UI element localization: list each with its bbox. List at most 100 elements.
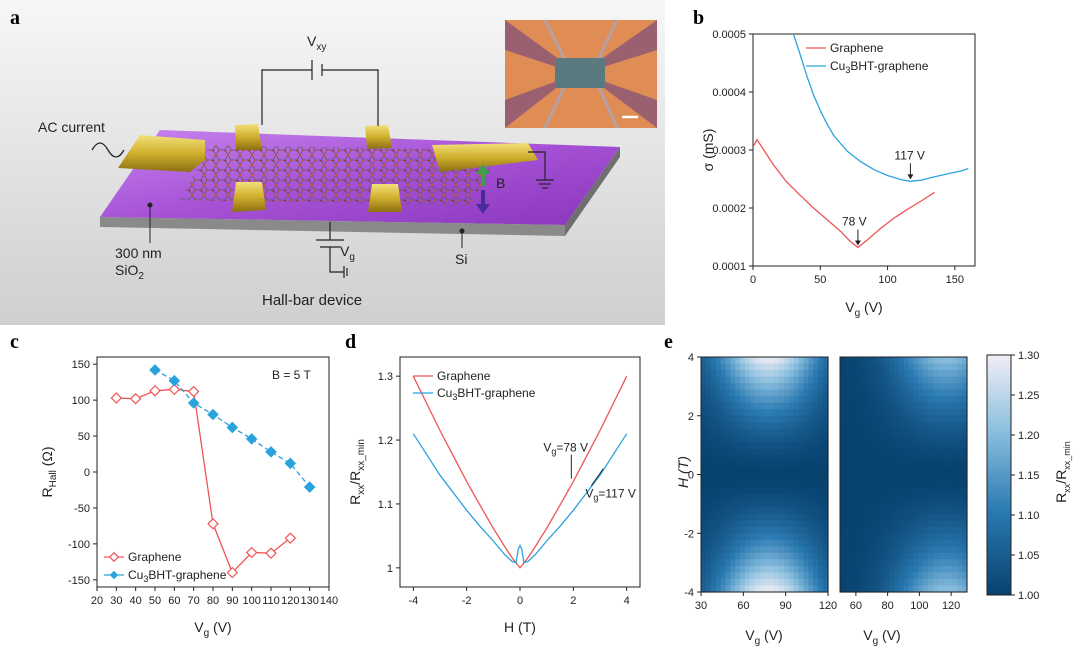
heatmap-cell <box>903 481 909 489</box>
heatmap-cell <box>864 520 870 528</box>
heatmap-cell <box>942 383 949 391</box>
heatmap-cell <box>908 546 914 554</box>
heatmap-cell <box>788 481 795 489</box>
panel-b-ylabel: σ (mS) <box>700 129 716 172</box>
heatmap-cell <box>754 461 761 469</box>
heatmap-cell <box>849 533 856 541</box>
heatmap-cell <box>903 370 909 378</box>
heatmap-cell <box>759 507 766 515</box>
heatmap-cell <box>774 494 780 502</box>
heatmap-cell <box>962 565 968 574</box>
heatmap-cell <box>813 409 819 417</box>
heatmap-cell <box>764 422 770 430</box>
panel-c-xlabel: Vg (V) <box>194 619 231 639</box>
heatmap-cell <box>898 526 905 534</box>
heatmap-cell <box>735 533 741 541</box>
heatmap-cell <box>818 441 824 449</box>
heatmap-cell <box>918 448 924 456</box>
heatmap-cell <box>754 507 761 515</box>
heatmap-cell <box>769 526 775 534</box>
heatmap-cell <box>869 559 875 567</box>
heatmap-cell <box>864 559 870 567</box>
heatmap-cell <box>818 578 824 587</box>
heatmap-cell <box>859 500 866 508</box>
heatmap-cell <box>730 565 736 574</box>
heatmap-cell <box>927 415 934 423</box>
data-point-cu3bht-graphene <box>187 397 200 409</box>
heatmap-cell <box>869 552 875 560</box>
heatmap-cell <box>735 520 741 528</box>
heatmap-cell <box>720 409 727 417</box>
heatmap-cell <box>952 500 958 508</box>
heatmap-cell <box>754 533 761 541</box>
heatmap-cell <box>962 389 968 397</box>
heatmap-cell <box>908 409 914 417</box>
heatmap-cell <box>774 441 780 449</box>
heatmap-cell <box>701 461 707 469</box>
heatmap-cell <box>764 585 770 593</box>
heatmap-cell <box>701 520 707 528</box>
heatmap-cell <box>913 389 919 397</box>
heatmap-cell <box>725 578 731 587</box>
heatmap-cell <box>942 513 949 521</box>
heatmap-cell <box>879 396 885 404</box>
heatmap-cell <box>903 507 909 515</box>
heatmap-cell <box>947 526 953 534</box>
heatmap-cell <box>854 461 861 469</box>
heatmap-cell <box>893 546 900 554</box>
heatmap-cell <box>740 363 746 371</box>
heatmap-cell <box>932 500 939 508</box>
heatmap-cell <box>818 435 824 443</box>
xtick-label: 100 <box>878 274 896 286</box>
heatmap-cell <box>883 428 890 436</box>
heatmap-cell <box>923 409 929 417</box>
heatmap-cell <box>932 402 939 410</box>
heatmap-cell <box>942 546 949 554</box>
heatmap-cell <box>957 441 963 449</box>
heatmap-cell <box>947 402 953 410</box>
heatmap-cell <box>749 402 756 410</box>
heatmap-cell <box>903 376 909 384</box>
heatmap-cell <box>705 402 712 410</box>
xtick-label: 120 <box>942 600 960 612</box>
heatmap-cell <box>898 572 905 580</box>
heatmap-cell <box>942 578 949 587</box>
heatmap-cell <box>898 487 905 495</box>
heatmap-cell <box>893 552 900 560</box>
legend-c-graphene-marker <box>108 551 120 563</box>
heatmap-cell <box>701 415 707 423</box>
heatmap-cell <box>844 376 851 384</box>
heatmap-cell <box>710 402 717 410</box>
heatmap-cell <box>879 389 885 397</box>
heatmap-cell <box>908 363 914 371</box>
heatmap-cell <box>779 474 785 482</box>
heatmap-cell <box>730 402 736 410</box>
heatmap-cell <box>759 454 766 463</box>
heatmap-cell <box>725 513 731 521</box>
heatmap-cell <box>725 396 731 404</box>
heatmap-cell <box>864 461 870 469</box>
heatmap-cell <box>957 552 963 560</box>
heatmap-cell <box>962 539 968 547</box>
heatmap-cell <box>918 467 924 476</box>
heatmap-cell <box>957 422 963 430</box>
heatmap-cell <box>927 546 934 554</box>
heatmap-cell <box>869 507 875 515</box>
heatmap-cell <box>701 435 707 443</box>
heatmap-cell <box>879 539 885 547</box>
heatmap-cell <box>947 585 953 593</box>
ytick-label: -2 <box>684 528 694 540</box>
heatmap-cell <box>927 565 934 574</box>
heatmap-cell <box>908 500 914 508</box>
heatmap-cell <box>774 428 780 436</box>
heatmap-cell <box>764 454 770 463</box>
heatmap-cell <box>908 402 914 410</box>
heatmap-cell <box>913 474 919 482</box>
heatmap-cell <box>715 422 722 430</box>
heatmap-cell <box>784 533 790 541</box>
heatmap-cell <box>715 533 722 541</box>
heatmap-cell <box>730 578 736 587</box>
heatmap-cell <box>932 526 939 534</box>
heatmap-cell <box>705 428 712 436</box>
heatmap-cell <box>759 572 766 580</box>
